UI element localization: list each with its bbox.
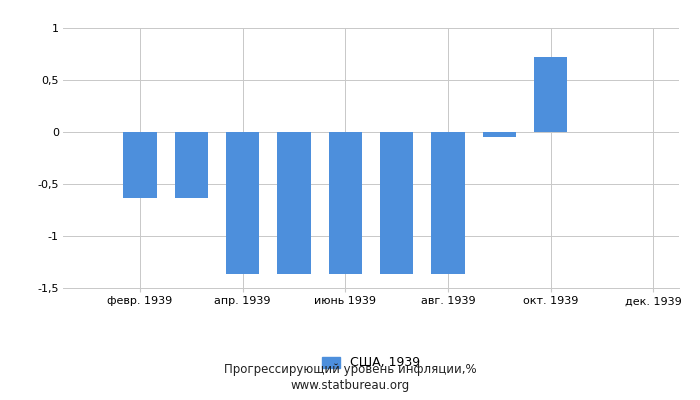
- Bar: [534, 57, 567, 132]
- Bar: [226, 132, 259, 274]
- Text: Прогрессирующий уровень инфляции,%: Прогрессирующий уровень инфляции,%: [224, 364, 476, 376]
- Legend: США, 1939: США, 1939: [316, 352, 426, 374]
- Bar: [328, 132, 362, 274]
- Bar: [483, 132, 516, 137]
- Bar: [174, 132, 208, 198]
- Bar: [431, 132, 465, 274]
- Bar: [123, 132, 157, 198]
- Bar: [380, 132, 413, 274]
- Text: www.statbureau.org: www.statbureau.org: [290, 380, 410, 392]
- Bar: [277, 132, 311, 274]
